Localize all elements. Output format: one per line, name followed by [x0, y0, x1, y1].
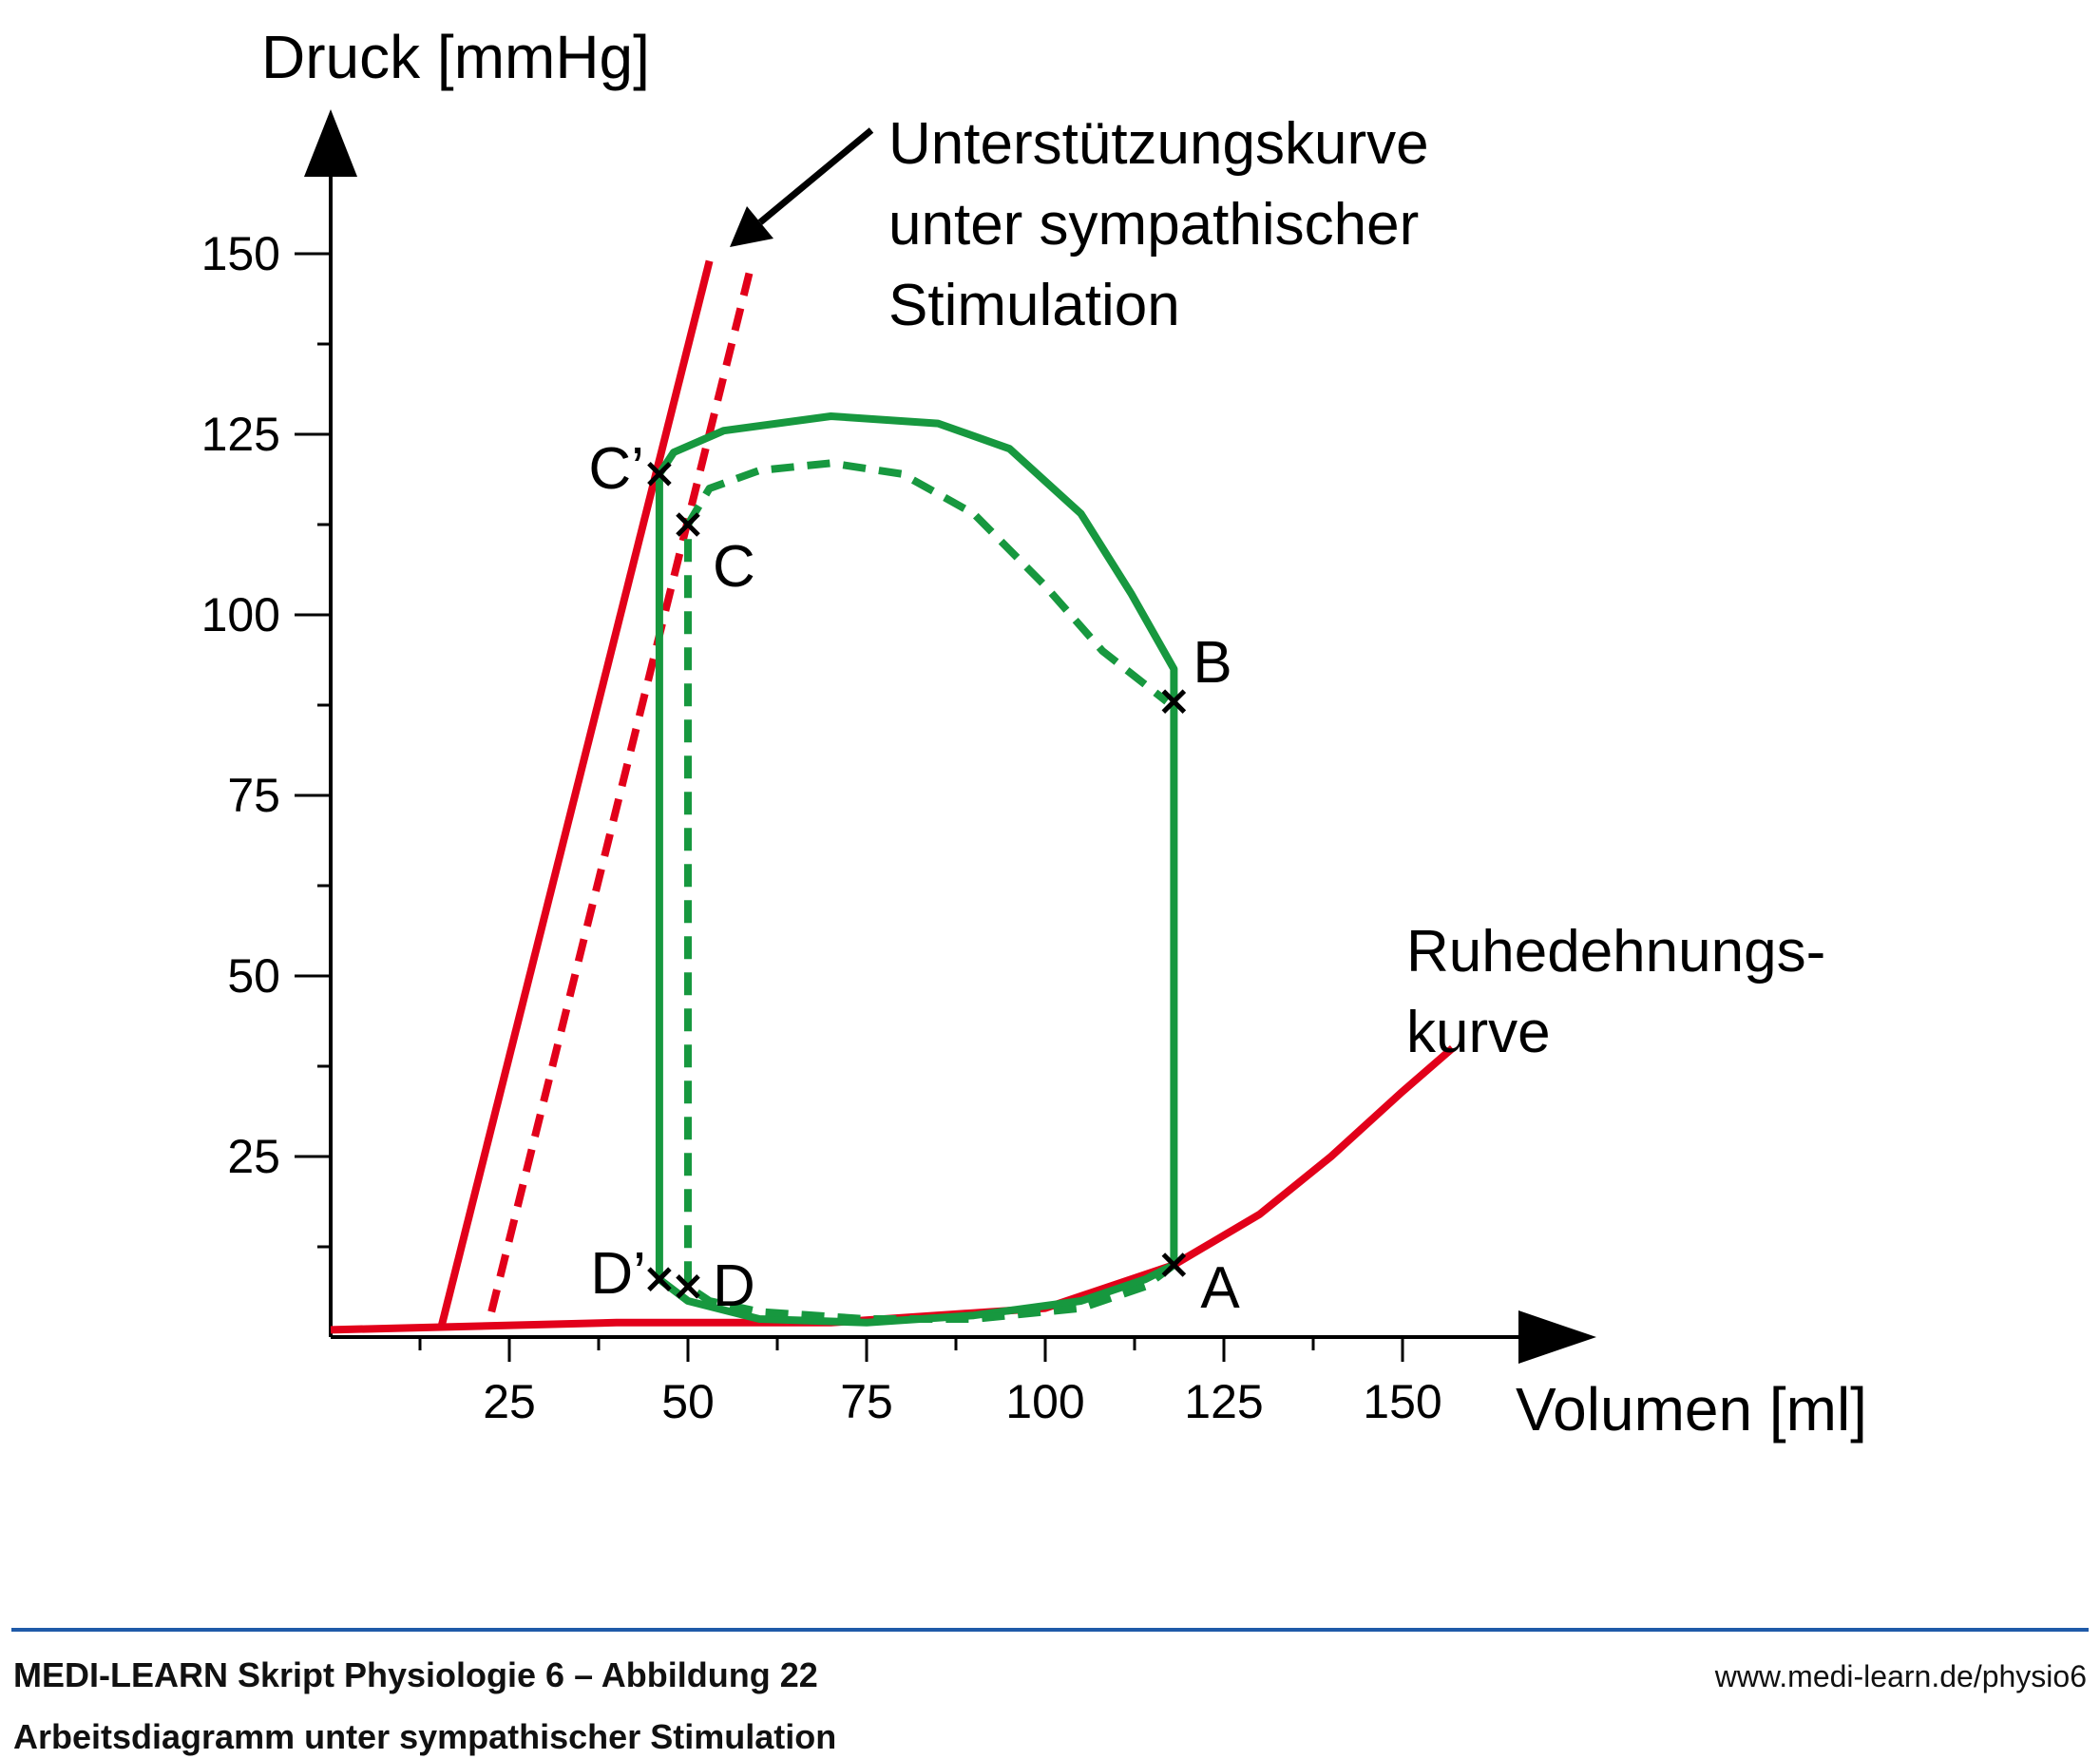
point-markers: A B C C’ D D’	[588, 436, 1240, 1321]
series-line-2	[437, 259, 714, 1328]
x-axis-arrow	[1518, 1310, 1596, 1364]
point-marker	[647, 462, 672, 487]
x-tick-label: 25	[483, 1375, 536, 1428]
x-axis-label: Volumen [ml]	[1516, 1375, 1867, 1444]
y-tick-label: 50	[227, 949, 280, 1003]
x-tick-label: 100	[1005, 1375, 1084, 1428]
series-line-3	[487, 259, 756, 1313]
point-label: C’	[588, 436, 644, 502]
axes	[304, 109, 1596, 1364]
support-curve-label-line-1: Unterstützungskurve	[888, 111, 1429, 177]
y-tick-label: 125	[201, 408, 280, 461]
y-axis-label: Druck [mmHg]	[261, 23, 650, 91]
point-label: D	[713, 1253, 755, 1319]
support-curve-arrow-head	[730, 206, 773, 247]
support-curve-label-line-3: Stimulation	[888, 273, 1180, 338]
rest-curve-label-line-2: kurve	[1406, 1000, 1551, 1065]
support-curve-annotation: Unterstützungskurve unter sympathischer …	[730, 111, 1429, 338]
x-tick-label: 125	[1184, 1375, 1263, 1428]
support-curve-arrow-shaft	[757, 127, 874, 225]
point-marker	[676, 1274, 700, 1299]
point-label: A	[1200, 1255, 1240, 1321]
footer-divider	[11, 1628, 2089, 1632]
footer-url[interactable]: www.medi-learn.de/physio6	[1714, 1659, 2087, 1693]
footer-title: MEDI-LEARN Skript Physiologie 6 – Abbild…	[13, 1655, 818, 1694]
rest-curve-label-line-1: Ruhedehnungs-	[1406, 919, 1825, 985]
y-tick-label: 75	[227, 769, 280, 822]
rest-curve-annotation: Ruhedehnungs- kurve	[1406, 919, 1825, 1065]
support-curve-label-line-2: unter sympathischer	[888, 192, 1419, 258]
y-axis-arrow	[304, 109, 357, 177]
point-marker	[676, 512, 700, 537]
x-tick-label: 50	[661, 1375, 715, 1428]
series-line-5	[684, 459, 1176, 1323]
y-tick-label: 25	[227, 1130, 280, 1183]
point-marker	[1161, 1252, 1187, 1277]
point-marker	[647, 1267, 672, 1291]
point-label: B	[1193, 630, 1231, 696]
point-marker	[1161, 689, 1187, 714]
axis-ticks: 25 50 75 100 125 150 25 50 75 100 125 150	[201, 227, 1442, 1428]
y-tick-label: 100	[201, 588, 280, 641]
x-tick-label: 75	[840, 1375, 893, 1428]
footer-subtitle: Arbeitsdiagramm unter sympathischer Stim…	[13, 1717, 837, 1756]
x-tick-label: 150	[1363, 1375, 1441, 1428]
point-label: D’	[590, 1241, 646, 1307]
y-tick-label: 150	[201, 227, 280, 280]
series-layer	[330, 259, 1456, 1334]
series-line-4	[655, 412, 1178, 1327]
point-label: C	[713, 534, 755, 600]
